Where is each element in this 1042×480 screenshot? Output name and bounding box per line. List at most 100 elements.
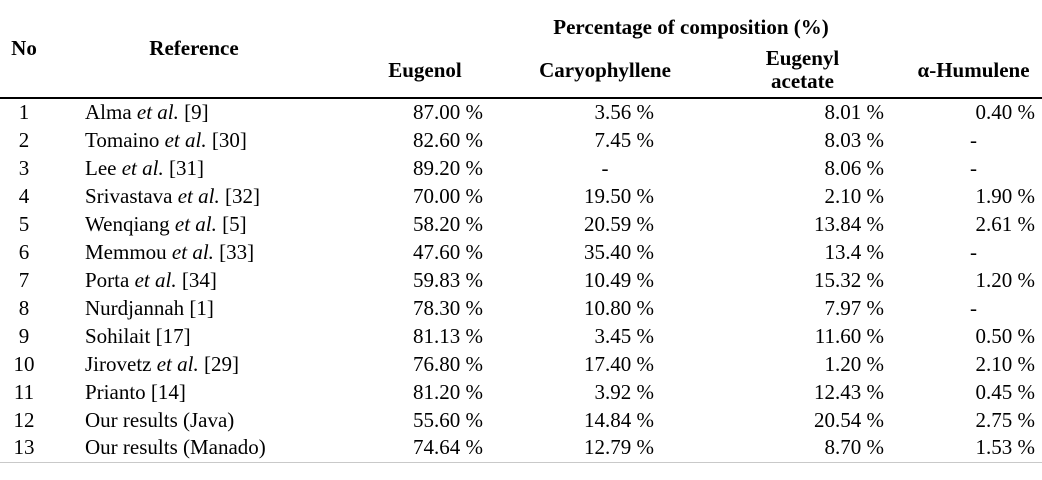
reference-cell: Nurdjannah [1] xyxy=(48,294,340,322)
eugenyl-acetate-label: Eugenyl acetate xyxy=(765,45,840,94)
reference-cell: Prianto [14] xyxy=(48,378,340,406)
humulene-value: 1.90 % xyxy=(975,183,1036,208)
et-al-italic: et al. xyxy=(134,267,177,292)
eugenol-value: 58.20 % xyxy=(413,211,483,236)
col-header-reference: Reference xyxy=(48,0,340,99)
citation-number: [33] xyxy=(213,239,255,264)
reference-cell: Our results (Manado) xyxy=(48,434,340,462)
reference-cell: Porta et al. [34] xyxy=(48,266,340,294)
reference-text: Jirovetz xyxy=(85,351,157,376)
reference-cell: Alma et al. [9] xyxy=(48,98,340,126)
eugenyl-acetate-value: 13.4 % xyxy=(824,239,885,264)
reference-text: Alma xyxy=(85,100,137,124)
col-header-eugenol: Eugenol xyxy=(340,44,510,99)
eugenol-value: 47.60 % xyxy=(413,239,483,264)
row-number: 11 xyxy=(13,379,35,404)
eugenyl-acetate-value: 8.06 % xyxy=(824,155,885,180)
humulene-value: 1.20 % xyxy=(975,267,1036,292)
citation-number: [32] xyxy=(219,183,260,208)
eugenol-value: 74.64 % xyxy=(413,435,483,460)
citation-number: [9] xyxy=(178,100,209,124)
eugenyl-acetate-value: 2.10 % xyxy=(824,183,885,208)
eugenyl-acetate-value: 15.32 % xyxy=(814,267,884,292)
eugenol-value: 78.30 % xyxy=(413,295,483,320)
table-row: 4 Srivastava et al. [32] 70.00 % 19.50 %… xyxy=(0,182,1042,210)
row-number: 7 xyxy=(18,267,30,292)
caryophyllene-value: 12.79 % xyxy=(584,435,654,460)
caryophyllene-value: 14.84 % xyxy=(584,407,654,432)
col-header-eugenyl-acetate: Eugenyl acetate xyxy=(700,44,905,99)
reference-text: Memmou xyxy=(85,239,172,264)
row-number: 9 xyxy=(18,323,30,348)
reference-text: Wenqiang xyxy=(85,211,175,236)
et-al-italic: et al. xyxy=(177,183,220,208)
row-number: 1 xyxy=(18,100,30,124)
et-al-italic: et al. xyxy=(121,155,164,180)
humulene-value: 1.53 % xyxy=(975,435,1036,460)
row-number: 2 xyxy=(18,127,30,152)
caryophyllene-value: 7.45 % xyxy=(594,127,655,152)
caryophyllene-value: 3.92 % xyxy=(594,379,655,404)
eugenyl-acetate-value: 13.84 % xyxy=(814,211,884,236)
humulene-value: - xyxy=(970,155,978,180)
table-row: 6 Memmou et al. [33] 47.60 % 35.40 % 13.… xyxy=(0,238,1042,266)
table-row: 12 Our results (Java) 55.60 % 14.84 % 20… xyxy=(0,406,1042,434)
eugenyl-acetate-value: 8.03 % xyxy=(824,127,885,152)
reference-cell: Lee et al. [31] xyxy=(48,154,340,182)
eugenol-value: 82.60 % xyxy=(413,127,483,152)
reference-text: Nurdjannah [1] xyxy=(85,295,214,320)
caryophyllene-value: 10.80 % xyxy=(584,295,654,320)
humulene-value: - xyxy=(970,239,978,264)
header-row-compounds: Eugenol Caryophyllene Eugenyl acetate α-… xyxy=(0,44,1042,99)
table-body: 1 Alma et al. [9] 87.00 % 3.56 % 8.01 % … xyxy=(0,98,1042,462)
citation-number: [30] xyxy=(206,127,247,152)
eugenol-value: 59.83 % xyxy=(413,267,483,292)
citation-number: [31] xyxy=(163,155,204,180)
citation-number: [34] xyxy=(176,267,217,292)
caryophyllene-value: 10.49 % xyxy=(584,267,654,292)
caryophyllene-value: 19.50 % xyxy=(584,183,654,208)
table-header: No Reference Percentage of composition (… xyxy=(0,0,1042,99)
caryophyllene-value: 17.40 % xyxy=(584,351,654,376)
reference-text: Porta xyxy=(85,267,135,292)
humulene-value: 2.75 % xyxy=(975,407,1036,432)
group-header-percentage-of-composition: Percentage of composition (%) xyxy=(553,15,829,39)
table-row: 11 Prianto [14] 81.20 % 3.92 % 12.43 % 0… xyxy=(0,378,1042,406)
reference-cell: Tomaino et al. [30] xyxy=(48,126,340,154)
reference-cell: Memmou et al. [33] xyxy=(48,238,340,266)
table-row: 8 Nurdjannah [1] 78.30 % 10.80 % 7.97 % … xyxy=(0,294,1042,322)
et-al-italic: et al. xyxy=(171,239,214,264)
reference-text: Srivastava xyxy=(85,183,178,208)
eugenol-value: 55.60 % xyxy=(413,407,483,432)
humulene-value: 2.61 % xyxy=(975,211,1036,236)
row-number: 6 xyxy=(18,239,30,264)
eugenyl-acetate-value: 11.60 % xyxy=(814,323,884,348)
humulene-value: - xyxy=(970,295,978,320)
header-row-group: No Reference Percentage of composition (… xyxy=(0,0,1042,99)
reference-cell: Jirovetz et al. [29] xyxy=(48,350,340,378)
table-row: 7 Porta et al. [34] 59.83 % 10.49 % 15.3… xyxy=(0,266,1042,294)
composition-table: No Reference Percentage of composition (… xyxy=(0,0,1042,463)
et-al-italic: et al. xyxy=(164,127,207,152)
reference-cell: Wenqiang et al. [5] xyxy=(48,210,340,238)
caryophyllene-value: 3.56 % xyxy=(594,100,655,124)
table-row: 3 Lee et al. [31] 89.20 % - 8.06 % - xyxy=(0,154,1042,182)
reference-text: Prianto [14] xyxy=(85,379,186,404)
reference-text: Sohilait [17] xyxy=(85,323,191,348)
caryophyllene-value: 20.59 % xyxy=(584,211,654,236)
et-al-italic: et al. xyxy=(136,100,179,124)
eugenyl-acetate-value: 8.70 % xyxy=(824,435,885,460)
citation-number: [29] xyxy=(198,351,239,376)
reference-text: Lee xyxy=(85,155,122,180)
eugenol-value: 76.80 % xyxy=(413,351,483,376)
table-row: 10 Jirovetz et al. [29] 76.80 % 17.40 % … xyxy=(0,350,1042,378)
reference-text: Our results (Java) xyxy=(85,407,235,432)
reference-text: Tomaino xyxy=(85,127,165,152)
reference-text: Our results (Manado) xyxy=(85,435,266,460)
eugenyl-acetate-value: 7.97 % xyxy=(824,295,885,320)
eugenol-value: 81.13 % xyxy=(413,323,483,348)
eugenol-value: 89.20 % xyxy=(413,155,483,180)
eugenyl-acetate-value: 20.54 % xyxy=(814,407,884,432)
col-header-no: No xyxy=(0,0,48,99)
